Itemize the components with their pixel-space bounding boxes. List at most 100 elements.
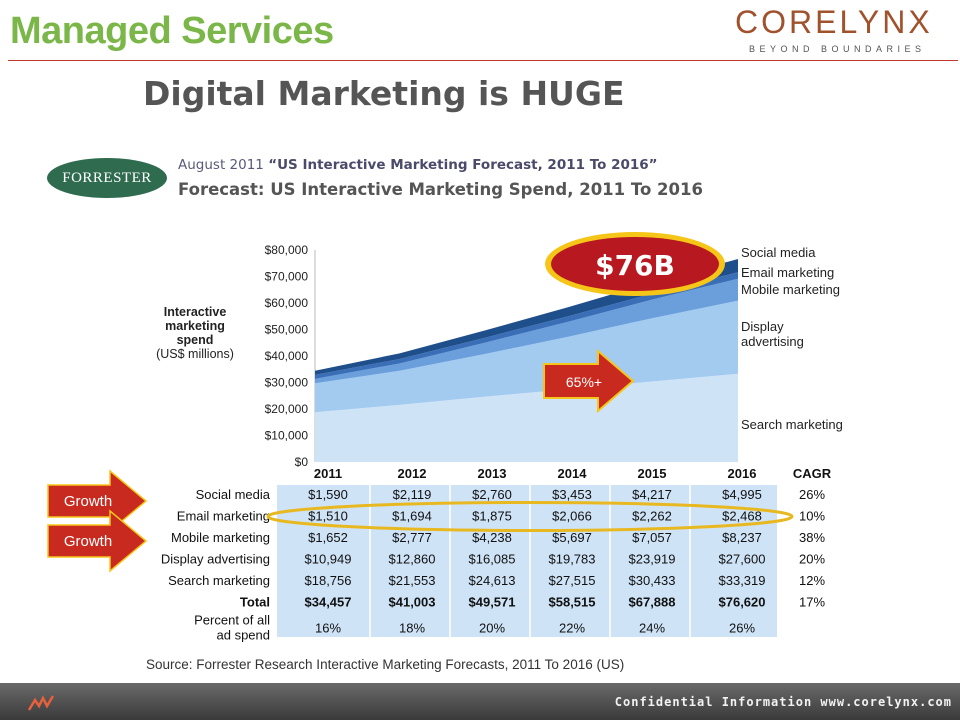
table-cell: $7,057 [632, 530, 672, 545]
y-tick-label: $0 [295, 455, 309, 469]
report-name: “US Interactive Marketing Forecast, 2011… [268, 157, 658, 173]
table-cell: $1,875 [472, 509, 512, 524]
cagr-cell: 17% [799, 595, 825, 610]
y-axis-label-line: spend [177, 333, 214, 347]
table-cell: $2,262 [632, 509, 672, 524]
cagr-cell: 12% [799, 573, 825, 588]
table-cell: 16% [315, 621, 341, 636]
table-row-label: ad spend [217, 628, 271, 643]
callout-total-label: $76B [595, 249, 675, 282]
y-tick-label: $80,000 [265, 243, 309, 257]
table-cell: 22% [559, 621, 585, 636]
table-cell: $24,613 [469, 573, 516, 588]
corelynx-mark-icon [28, 695, 54, 711]
table-cell: $27,515 [549, 573, 596, 588]
series-label: Display [741, 319, 784, 334]
table-cell: $1,652 [308, 530, 348, 545]
table-cell: $1,590 [308, 487, 348, 502]
table-row-label: Mobile marketing [171, 530, 270, 545]
series-label: Email marketing [741, 265, 834, 280]
x-tick-label: 2012 [398, 466, 427, 481]
report-date: August 2011 [178, 157, 264, 173]
x-tick-label: 2016 [728, 466, 757, 481]
y-axis-label-line: marketing [165, 319, 225, 333]
report-reference: August 2011 “US Interactive Marketing Fo… [178, 157, 658, 173]
table-cell: 24% [639, 621, 665, 636]
logo-wordmark: CORELYNX [735, 4, 933, 40]
table-row-label: Social media [196, 487, 271, 502]
callout-ellipse [551, 237, 719, 291]
logo-tagline: BEYOND BOUNDARIES [749, 44, 926, 54]
table-cell: $58,515 [549, 595, 596, 610]
table-cell: $10,949 [305, 552, 352, 567]
table-cell: $8,237 [722, 530, 762, 545]
table-row-label: Display advertising [161, 552, 270, 567]
table-cell: $1,694 [392, 509, 432, 524]
cagr-header: CAGR [793, 466, 832, 481]
header-divider [8, 60, 958, 61]
table-cell: $49,571 [469, 595, 516, 610]
table-cell: $4,238 [472, 530, 512, 545]
growth-label: Growth [64, 493, 112, 510]
series-label: Search marketing [741, 417, 843, 432]
table-row-label: Total [240, 595, 270, 610]
y-tick-label: $50,000 [265, 323, 309, 337]
table-cell: $12,860 [389, 552, 436, 567]
area-display-advertising [315, 300, 738, 413]
cagr-cell: 38% [799, 530, 825, 545]
y-tick-label: $10,000 [265, 429, 309, 443]
table-cell: $5,697 [552, 530, 592, 545]
cagr-cell: 26% [799, 487, 825, 502]
table-row-label: Search marketing [168, 573, 270, 588]
table-cell: $2,066 [552, 509, 592, 524]
table-cell: $76,620 [719, 595, 766, 610]
cagr-cell: 20% [799, 552, 825, 567]
x-tick-label: 2015 [638, 466, 667, 481]
table-background [277, 485, 777, 637]
x-tick-label: 2013 [478, 466, 507, 481]
y-tick-label: $40,000 [265, 349, 309, 363]
growth-arrow-mobile [47, 509, 148, 573]
area-search-marketing [315, 373, 738, 462]
table-cell: $21,553 [389, 573, 436, 588]
table-cell: $4,995 [722, 487, 762, 502]
table-cell: 18% [399, 621, 425, 636]
marketing-spend-chart: $0 $10,000 $20,000 $30,000 $40,000 $50,000 $60… [47, 232, 843, 643]
table-cell: $2,777 [392, 530, 432, 545]
table-cell: $30,433 [629, 573, 676, 588]
table-cell: $2,119 [393, 487, 432, 502]
forrester-logo: FORRESTER [47, 158, 167, 198]
series-label: Social media [741, 245, 816, 260]
table-cell: $23,919 [629, 552, 676, 567]
table-row-label: Percent of all [194, 613, 270, 628]
x-tick-label: 2011 [314, 466, 342, 481]
table-cell: $2,468 [722, 509, 762, 524]
table-cell: $2,760 [472, 487, 512, 502]
email-highlight-ring [266, 501, 794, 532]
slide-title: Managed Services [10, 10, 334, 52]
table-cell: $4,217 [632, 487, 672, 502]
footer-bar [0, 683, 960, 720]
main-heading: Digital Marketing is HUGE [143, 74, 625, 113]
share-label: 65%+ [566, 374, 602, 390]
table-cell: $16,085 [469, 552, 516, 567]
area-mobile-marketing [315, 278, 738, 384]
y-tick-label: $20,000 [265, 402, 309, 416]
y-tick-label: $70,000 [265, 270, 309, 284]
x-tick-label: 2014 [558, 466, 588, 481]
table-cell: 20% [479, 621, 505, 636]
y-axis-label-line: Interactive [164, 305, 227, 319]
share-arrow [543, 348, 635, 414]
table-cell: 26% [729, 621, 755, 636]
series-label: Mobile marketing [741, 282, 840, 297]
table-cell: $67,888 [629, 595, 676, 610]
cagr-cell: 10% [799, 509, 825, 524]
y-tick-label: $30,000 [265, 376, 309, 390]
table-cell: $34,457 [305, 595, 352, 610]
series-label: advertising [741, 334, 804, 349]
y-axis-label-line: (US$ millions) [156, 347, 234, 361]
table-cell: $41,003 [389, 595, 436, 610]
y-tick-label: $60,000 [265, 296, 309, 310]
table-cell: $1,510 [308, 509, 348, 524]
source-note: Source: Forrester Research Interactive M… [146, 657, 625, 672]
